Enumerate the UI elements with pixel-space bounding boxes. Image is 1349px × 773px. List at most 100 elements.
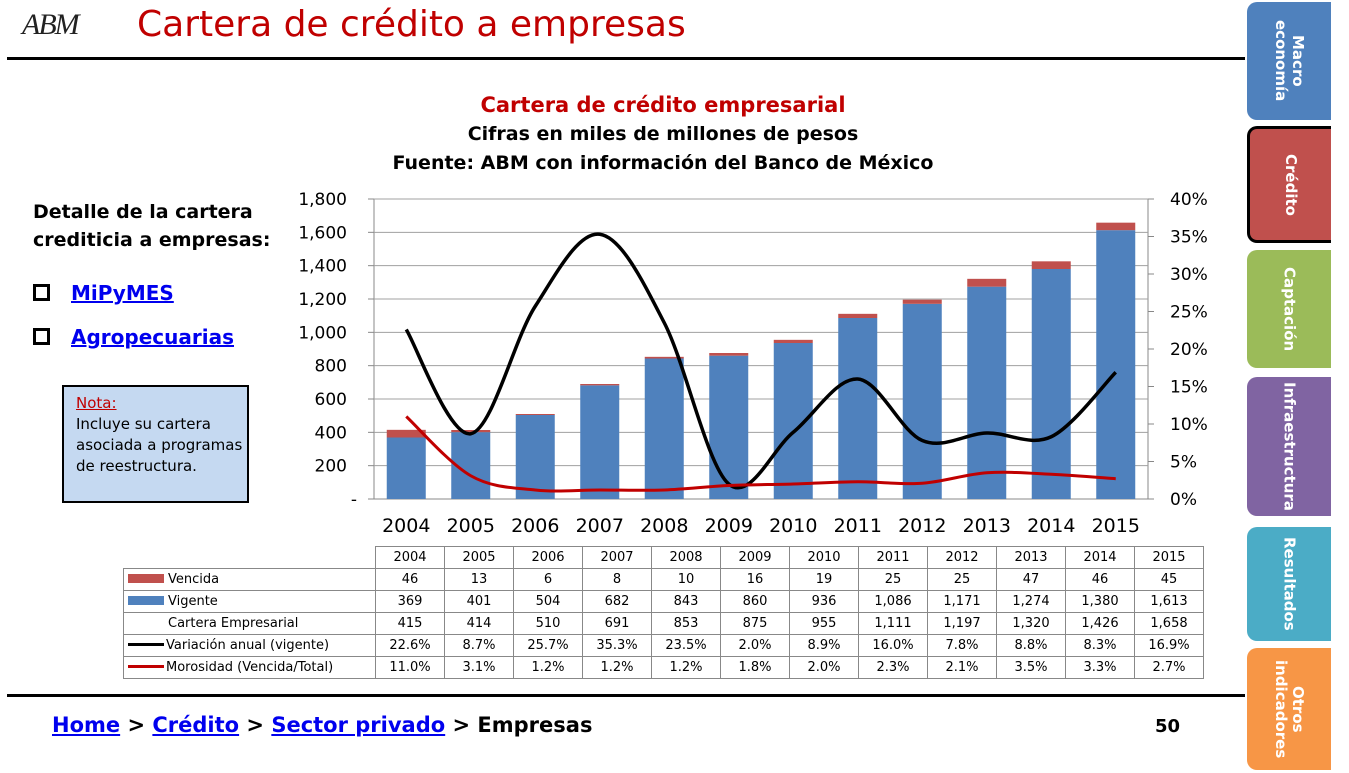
- tab-resultados[interactable]: Resultados: [1247, 527, 1331, 641]
- y-right-tick-label: 40%: [1170, 190, 1208, 210]
- bar-vencida: [515, 414, 555, 415]
- breadcrumb-credito[interactable]: Crédito: [152, 713, 240, 737]
- bar-vigente: [386, 437, 426, 499]
- note-title: Nota:: [76, 394, 117, 412]
- table-row: Morosidad (Vencida/Total) 11.0% 3.1% 1.2% 1.…: [123, 656, 1204, 679]
- table-cell: 3.5%: [996, 656, 1066, 679]
- y-left-tick-label: 1,800: [298, 190, 347, 210]
- y-right-tick-label: 15%: [1170, 378, 1208, 398]
- table-cell: 1,171: [927, 590, 997, 613]
- table-cell: 860: [720, 590, 790, 613]
- header-divider: [7, 57, 1245, 60]
- bar-vigente: [967, 286, 1007, 499]
- bar-vencida: [838, 313, 878, 318]
- bar-vigente: [644, 358, 684, 499]
- table-cell: 13: [444, 568, 514, 591]
- table-cell: 691: [582, 612, 652, 635]
- tab-infraestructura-label: Infraestructura: [1280, 382, 1299, 511]
- table-cell: 16.0%: [858, 634, 928, 657]
- x-tick-label: 2007: [576, 515, 624, 537]
- y-left-tick-label: 1,200: [298, 290, 347, 310]
- table-cell: 46: [1065, 568, 1135, 591]
- agropecuarias-item[interactable]: Agropecuarias: [33, 325, 234, 349]
- mipymes-item[interactable]: MiPyMES: [33, 281, 174, 305]
- table-cell: 401: [444, 590, 514, 613]
- legend-line: [128, 643, 164, 646]
- table-cell: 35.3%: [582, 634, 652, 657]
- bar-vencida: [580, 384, 620, 386]
- series-name: Vencida: [168, 572, 220, 587]
- mipymes-link[interactable]: MiPyMES: [71, 281, 174, 305]
- line-morosidad: [405, 415, 1116, 493]
- table-cell: 1.2%: [513, 656, 583, 679]
- bar-vencida: [773, 339, 813, 343]
- y-right-tick-label: 20%: [1170, 340, 1208, 360]
- y-right-tick-label: 30%: [1170, 265, 1208, 285]
- tab-captacion[interactable]: Captación: [1247, 250, 1331, 368]
- tab-macroeconomia[interactable]: Macro economía: [1247, 2, 1331, 120]
- y-left-tick-label: 1,400: [298, 257, 347, 277]
- table-cell: 1,380: [1065, 590, 1135, 613]
- table-cell: 8: [582, 568, 652, 591]
- table-cell: 1.2%: [582, 656, 652, 679]
- table-cell: 2.0%: [720, 634, 790, 657]
- breadcrumb-current: Empresas: [477, 713, 593, 737]
- x-tick-label: 2005: [447, 515, 495, 537]
- y-right-tick-label: 0%: [1170, 490, 1197, 510]
- table-series-label: Cartera Empresarial: [123, 612, 376, 635]
- table-year-header: 2014: [1065, 546, 1135, 569]
- table-cell: 936: [789, 590, 859, 613]
- series-name: Variación anual (vigente): [166, 638, 330, 653]
- agropecuarias-link[interactable]: Agropecuarias: [71, 325, 234, 349]
- y-left-tick-label: 600: [315, 390, 347, 410]
- y-left-tick-label: 1,000: [298, 323, 347, 343]
- table-cell: 369: [375, 590, 445, 613]
- table-cell: 1,197: [927, 612, 997, 635]
- table-cell: 1,320: [996, 612, 1066, 635]
- series-name: Vigente: [168, 594, 218, 609]
- page-number: 50: [1155, 716, 1181, 737]
- table-year-header: 2005: [444, 546, 514, 569]
- table-cell: 1,426: [1065, 612, 1135, 635]
- breadcrumb-sector-privado[interactable]: Sector privado: [271, 713, 446, 737]
- tab-credito[interactable]: Crédito: [1247, 126, 1331, 243]
- chart-source: Fuente: ABM con información del Banco de…: [392, 152, 934, 174]
- bar-vigente: [1031, 269, 1071, 499]
- y-right-tick-label: 10%: [1170, 415, 1208, 435]
- note-text: Incluye su cartera asociada a programas …: [76, 415, 243, 475]
- x-tick-label: 2014: [1027, 515, 1075, 537]
- tab-infraestructura[interactable]: Infraestructura: [1247, 377, 1331, 516]
- table-year-header: 2008: [651, 546, 721, 569]
- table-cell: 1,086: [858, 590, 928, 613]
- legend-swatch: [128, 574, 164, 583]
- tab-otros-indicadores[interactable]: Otros indicadores: [1247, 648, 1331, 770]
- page-title: Cartera de crédito a empresas: [137, 4, 686, 45]
- breadcrumb-home[interactable]: Home: [52, 713, 121, 737]
- y-left-tick-label: -: [351, 490, 357, 510]
- table-cell: 2.1%: [927, 656, 997, 679]
- chart-subtitle: Cifras en miles de millones de pesos: [467, 123, 859, 145]
- footer-divider: [7, 694, 1245, 697]
- y-left-tick-label: 200: [315, 457, 347, 477]
- y-right-tick-label: 5%: [1170, 453, 1197, 473]
- y-right-tick-label: 35%: [1170, 228, 1208, 248]
- table-cell: 8.8%: [996, 634, 1066, 657]
- x-tick-label: 2015: [1092, 515, 1140, 537]
- bar-vencida: [709, 353, 749, 356]
- series-name: Cartera Empresarial: [168, 616, 299, 631]
- table-series-label: Morosidad (Vencida/Total): [123, 656, 376, 679]
- table-year-header: 2011: [858, 546, 928, 569]
- bar-vencida: [386, 429, 426, 438]
- bar-vencida: [644, 356, 684, 359]
- tab-captacion-label: Captación: [1280, 266, 1299, 352]
- table-year-header: 2015: [1134, 546, 1204, 569]
- table-cell: 25: [858, 568, 928, 591]
- bar-vigente: [1096, 230, 1136, 499]
- legend-swatch: [128, 596, 164, 605]
- table-year-header: 2004: [375, 546, 445, 569]
- table-cell: 510: [513, 612, 583, 635]
- table-cell: 7.8%: [927, 634, 997, 657]
- table-cell: 1.8%: [720, 656, 790, 679]
- table-cell: 504: [513, 590, 583, 613]
